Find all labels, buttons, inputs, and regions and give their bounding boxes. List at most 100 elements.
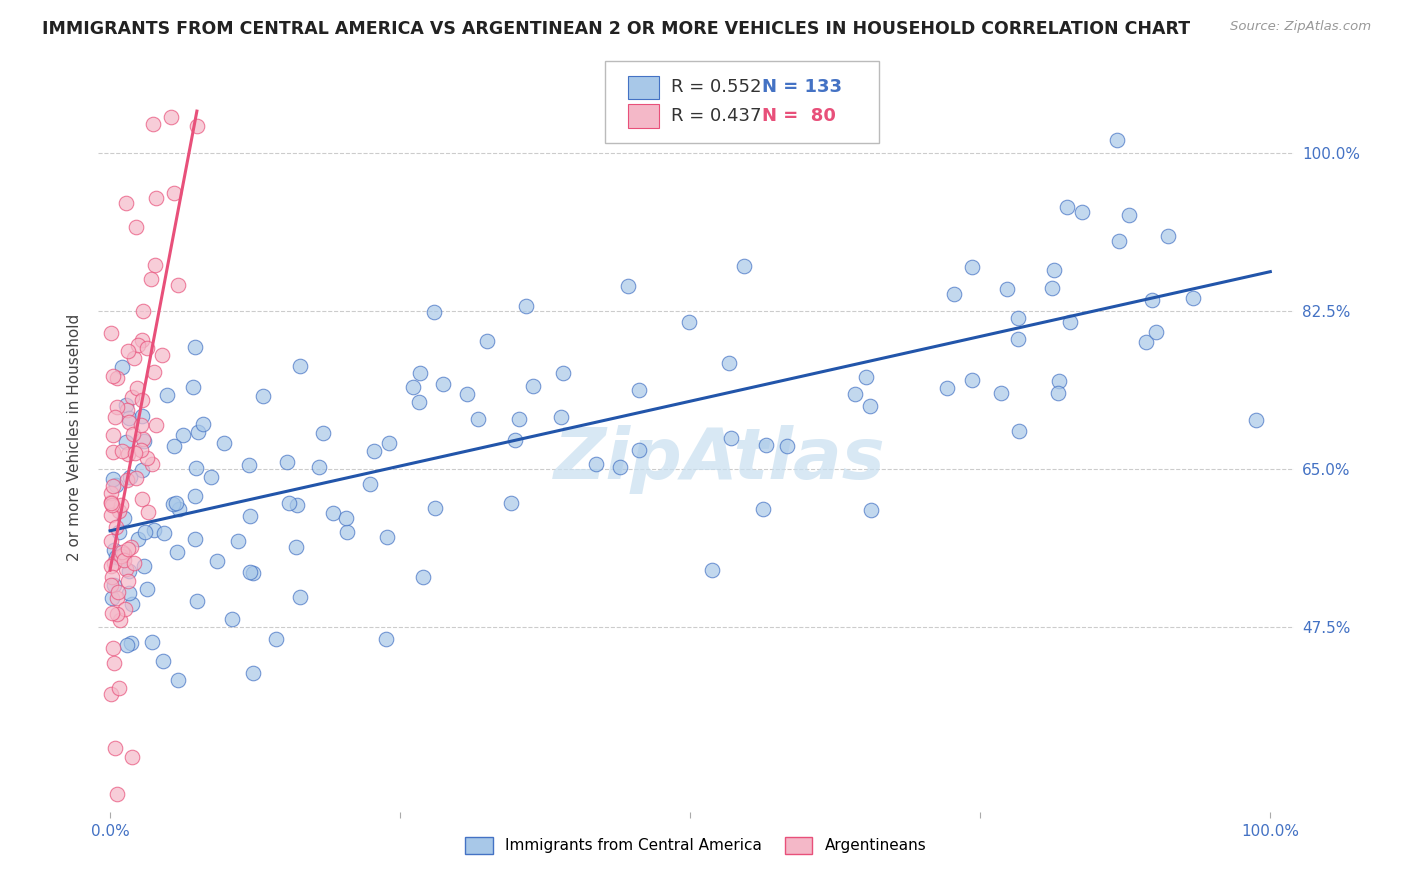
Point <box>936 381 959 395</box>
Point <box>131 409 153 423</box>
Point <box>111 443 134 458</box>
Point <box>585 457 607 471</box>
Text: R = 0.552: R = 0.552 <box>671 78 761 96</box>
Point <box>1056 201 1078 215</box>
Point <box>100 558 122 573</box>
Point <box>125 219 148 234</box>
Point <box>104 740 127 755</box>
Point <box>995 283 1018 297</box>
Point <box>103 657 125 671</box>
Point <box>117 447 139 461</box>
Point <box>312 425 335 440</box>
Point <box>108 504 131 518</box>
Point <box>1244 412 1267 426</box>
Point <box>1135 335 1157 350</box>
Point <box>550 409 572 424</box>
Point <box>162 497 184 511</box>
Point <box>131 443 153 458</box>
Point <box>118 411 141 425</box>
Point <box>1181 291 1204 305</box>
Point <box>221 612 243 626</box>
Point <box>103 543 125 558</box>
Point <box>103 641 125 656</box>
Point <box>110 498 132 512</box>
Point <box>226 533 249 548</box>
Point <box>145 191 167 205</box>
Point <box>115 473 138 487</box>
Point <box>122 351 145 366</box>
Point <box>242 566 264 580</box>
Point <box>678 315 700 329</box>
Point <box>214 435 236 450</box>
Point <box>110 613 132 627</box>
Point <box>499 496 522 510</box>
Point <box>503 433 526 447</box>
Point <box>118 564 141 578</box>
Point <box>1070 204 1092 219</box>
Point <box>117 574 139 588</box>
Point <box>104 409 127 424</box>
Point <box>101 591 124 605</box>
Point <box>131 491 153 506</box>
Point <box>127 532 149 546</box>
Point <box>508 412 530 426</box>
Point <box>136 341 159 355</box>
Point <box>152 654 174 668</box>
Point <box>139 272 162 286</box>
Point <box>284 540 307 554</box>
Point <box>755 438 778 452</box>
Point <box>141 457 163 471</box>
Point <box>1040 280 1063 294</box>
Point <box>278 496 301 510</box>
Point <box>100 578 122 592</box>
Point <box>101 607 124 621</box>
Point <box>160 110 183 124</box>
Point <box>167 673 190 687</box>
Point <box>101 498 124 512</box>
Point <box>105 371 128 385</box>
Point <box>114 398 136 412</box>
Point <box>962 260 984 274</box>
Point <box>242 665 264 680</box>
Point <box>107 524 129 539</box>
Point <box>135 582 157 596</box>
Point <box>121 750 143 764</box>
Point <box>183 380 205 394</box>
Point <box>121 427 143 442</box>
Point <box>412 569 434 583</box>
Point <box>100 326 122 340</box>
Point <box>363 443 385 458</box>
Point <box>239 565 262 579</box>
Point <box>134 525 156 540</box>
Point <box>1007 310 1029 325</box>
Point <box>402 380 425 394</box>
Text: N =  80: N = 80 <box>762 107 837 125</box>
Point <box>858 399 880 413</box>
Point <box>165 496 187 510</box>
Point <box>100 485 122 500</box>
Point <box>172 427 194 442</box>
Text: N = 133: N = 133 <box>762 78 842 96</box>
Point <box>153 525 176 540</box>
Point <box>108 681 131 696</box>
Point <box>409 366 432 380</box>
Point <box>143 258 166 272</box>
Point <box>1047 386 1070 401</box>
Point <box>108 550 131 565</box>
Point <box>751 501 773 516</box>
Point <box>717 356 740 370</box>
Point <box>1144 325 1167 339</box>
Point <box>166 545 188 559</box>
Point <box>111 545 134 559</box>
Point <box>118 585 141 599</box>
Point <box>111 359 134 374</box>
Point <box>142 365 165 379</box>
Point <box>103 556 125 570</box>
Text: ZipAtlas: ZipAtlas <box>554 425 886 494</box>
Point <box>184 340 207 354</box>
Point <box>117 638 139 652</box>
Point <box>118 416 141 430</box>
Point <box>115 403 138 417</box>
Point <box>112 547 135 561</box>
Point <box>145 417 167 432</box>
